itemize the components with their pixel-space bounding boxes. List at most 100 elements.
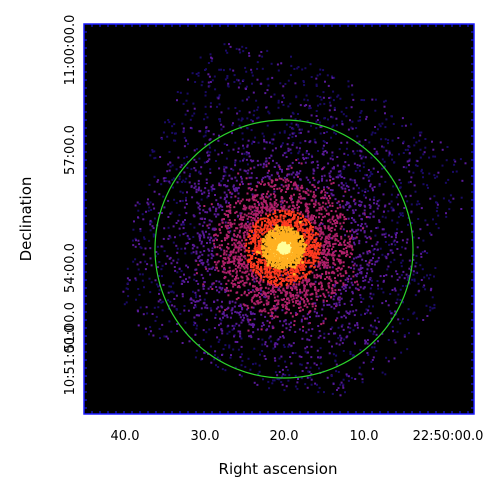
photon-point — [343, 177, 346, 180]
photon-point — [232, 184, 235, 187]
photon-point — [376, 280, 379, 282]
photon-point — [265, 157, 268, 160]
photon-point — [355, 264, 358, 267]
photon-point — [420, 207, 423, 210]
photon-point — [293, 132, 296, 135]
photon-point — [283, 96, 285, 99]
photon-point — [237, 86, 240, 89]
photon-point — [149, 330, 152, 333]
photon-point — [264, 254, 267, 257]
photon-point — [259, 278, 262, 281]
photon-point — [377, 226, 379, 229]
photon-point — [257, 239, 260, 242]
photon-point — [143, 237, 146, 240]
photon-point — [268, 210, 271, 213]
photon-point — [223, 170, 226, 173]
photon-point — [372, 249, 375, 252]
photon-point — [229, 356, 232, 359]
photon-point — [391, 115, 393, 118]
photon-point — [345, 147, 348, 150]
photon-point — [385, 256, 388, 259]
photon-point — [330, 192, 333, 195]
photon-point — [310, 356, 313, 359]
photon-point — [322, 301, 325, 304]
photon-point — [341, 285, 344, 288]
photon-point — [339, 268, 342, 271]
photon-point — [149, 154, 152, 157]
photon-point — [301, 213, 304, 216]
photon-point — [189, 223, 192, 226]
photon-point — [406, 275, 409, 278]
photon-point — [356, 283, 359, 286]
photon-point — [244, 257, 247, 260]
photon-point — [261, 343, 264, 346]
photon-point — [305, 221, 308, 224]
photon-point — [304, 67, 307, 70]
photon-point — [417, 237, 420, 240]
photon-point — [284, 294, 287, 297]
photon-point — [268, 321, 271, 324]
photon-point — [261, 248, 264, 251]
photon-point — [302, 255, 305, 258]
photon-point — [210, 185, 213, 188]
photon-point — [354, 170, 357, 173]
photon-point — [277, 99, 280, 102]
photon-point — [257, 217, 259, 220]
photon-point — [375, 350, 378, 352]
photon-point — [410, 210, 413, 213]
photon-point — [318, 203, 321, 206]
photon-point — [269, 275, 272, 278]
photon-point — [193, 167, 196, 170]
photon-point — [219, 255, 222, 258]
photon-point — [382, 193, 385, 196]
photon-point — [253, 290, 256, 293]
photon-point — [340, 235, 343, 238]
photon-point — [156, 180, 159, 183]
photon-point — [347, 85, 350, 88]
photon-point — [292, 205, 295, 208]
photon-point — [313, 266, 316, 268]
photon-point — [247, 236, 250, 238]
photon-point — [282, 270, 285, 273]
photon-point — [358, 116, 361, 118]
photon-point — [333, 228, 336, 231]
photon-point — [245, 151, 248, 154]
photon-point — [343, 218, 346, 221]
photon-point — [245, 214, 248, 217]
photon-point — [239, 316, 242, 319]
photon-point — [307, 261, 310, 264]
photon-point — [377, 170, 379, 173]
photon-point — [214, 149, 216, 152]
photon-point — [179, 190, 182, 193]
photon-point — [347, 379, 350, 382]
photon-point — [351, 234, 353, 237]
photon-point — [421, 268, 424, 271]
photon-point — [258, 364, 261, 367]
photon-point — [138, 243, 141, 246]
photon-point — [185, 139, 188, 142]
photon-point — [262, 237, 265, 240]
photon-point — [187, 142, 189, 145]
photon-point — [252, 221, 254, 224]
photon-point — [310, 233, 313, 236]
photon-point — [182, 102, 185, 105]
photon-point — [292, 127, 295, 130]
photon-point — [231, 324, 234, 327]
photon-point — [276, 268, 279, 271]
photon-point — [273, 188, 276, 190]
photon-point — [331, 218, 334, 221]
photon-point — [328, 249, 330, 252]
photon-point — [389, 293, 392, 295]
photon-point — [185, 203, 188, 205]
photon-point — [147, 203, 150, 206]
photon-point — [296, 299, 299, 302]
photon-point — [273, 229, 276, 232]
photon-point — [307, 237, 310, 239]
photon-point — [219, 184, 222, 187]
photon-point — [377, 259, 380, 262]
photon-point — [298, 280, 301, 283]
photon-point — [268, 223, 271, 226]
photon-point — [328, 248, 330, 251]
photon-point — [287, 105, 290, 108]
photon-point — [274, 345, 277, 348]
